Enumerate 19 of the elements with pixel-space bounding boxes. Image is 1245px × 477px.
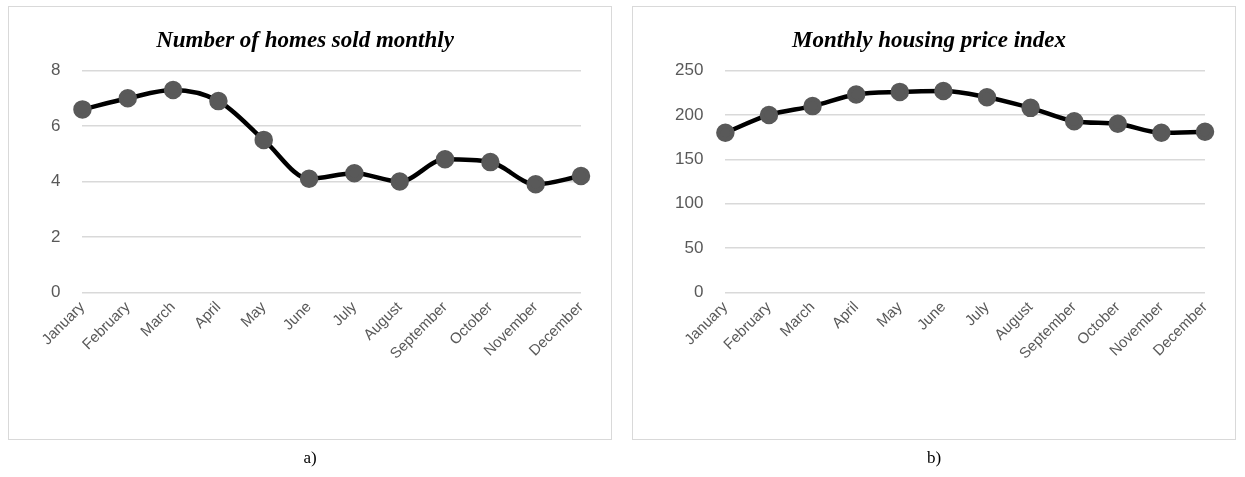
y-tick-label: 100: [674, 193, 704, 213]
chart-title: Number of homes sold monthly: [155, 26, 455, 52]
y-tick-label: 8: [50, 60, 61, 80]
y-tick-label: 250: [674, 60, 704, 80]
y-tick-label: 50: [684, 237, 704, 257]
y-tick-label: 4: [50, 171, 61, 191]
x-tick-label: May: [872, 297, 906, 330]
y-tick-label: 0: [50, 282, 61, 302]
y-tick-label: 2: [50, 226, 61, 246]
text: a): [302, 448, 318, 468]
text: b): [925, 448, 943, 468]
chart-title: Monthly housing price index: [790, 26, 1067, 52]
y-tick-label: 6: [50, 115, 61, 135]
x-tick-label: July: [961, 297, 993, 329]
y-tick-label: 150: [674, 149, 704, 168]
x-tick-label: July: [328, 297, 360, 329]
x-tick-label: May: [236, 297, 270, 330]
y-tick-label: 200: [674, 104, 704, 124]
y-tick-label: 0: [693, 282, 704, 302]
